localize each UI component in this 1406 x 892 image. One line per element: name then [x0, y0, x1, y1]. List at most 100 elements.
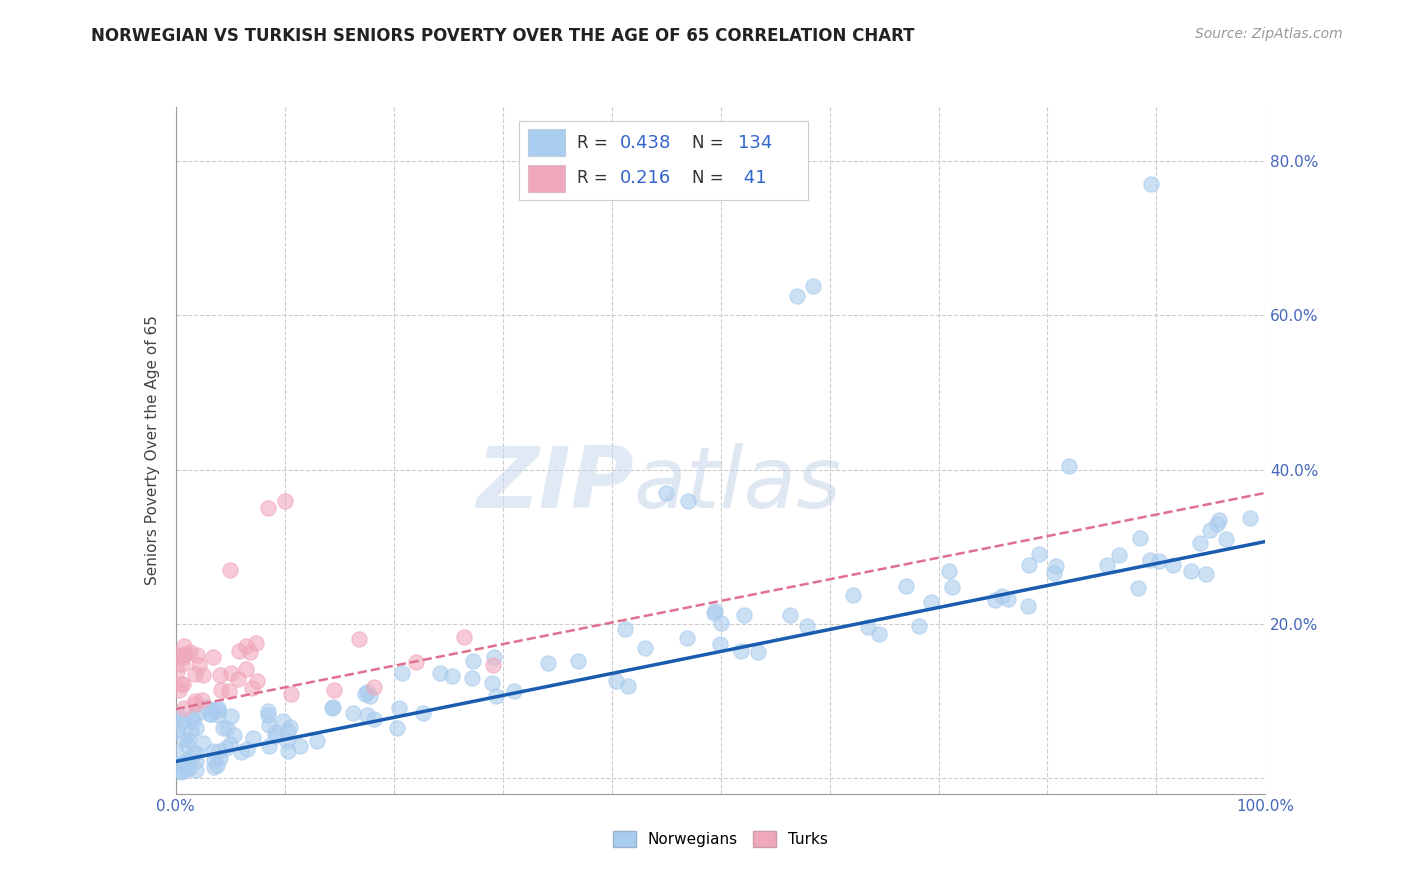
- Point: [179, 645, 201, 659]
- Point: [1239, 510, 1261, 524]
- Point: [453, 630, 475, 644]
- Point: [246, 673, 269, 688]
- Point: [1147, 554, 1170, 568]
- Point: [186, 648, 208, 663]
- Point: [502, 684, 524, 698]
- Point: [167, 648, 190, 662]
- Point: [172, 677, 194, 691]
- Point: [186, 755, 208, 769]
- Point: [461, 654, 484, 668]
- Point: [226, 673, 249, 687]
- Bar: [527, 165, 565, 192]
- Point: [219, 563, 242, 577]
- Point: [709, 637, 731, 651]
- Point: [184, 694, 207, 708]
- Point: [733, 608, 755, 623]
- Point: [176, 755, 198, 769]
- Point: [166, 757, 188, 772]
- Point: [1180, 565, 1202, 579]
- Point: [184, 747, 207, 761]
- Point: [391, 665, 413, 680]
- Point: [786, 289, 808, 303]
- Point: [218, 684, 240, 698]
- Point: [166, 664, 188, 678]
- Point: [481, 676, 503, 690]
- Legend: Norwegians, Turks: Norwegians, Turks: [605, 823, 837, 855]
- Point: [271, 714, 294, 728]
- Text: atlas: atlas: [633, 443, 841, 526]
- Point: [231, 745, 253, 759]
- Point: [747, 644, 769, 658]
- Point: [195, 700, 218, 714]
- Point: [180, 723, 202, 738]
- Point: [202, 759, 225, 773]
- Point: [184, 763, 207, 777]
- Point: [1043, 566, 1066, 581]
- Point: [1108, 549, 1130, 563]
- Point: [222, 728, 245, 742]
- Point: [1195, 567, 1218, 582]
- Point: [280, 687, 302, 701]
- Point: [184, 721, 207, 735]
- Point: [188, 658, 211, 673]
- Point: [173, 700, 195, 714]
- Point: [184, 697, 207, 711]
- Point: [209, 668, 232, 682]
- Point: [356, 708, 378, 723]
- Point: [239, 645, 262, 659]
- Point: [169, 716, 191, 731]
- Point: [207, 708, 229, 723]
- Point: [184, 666, 207, 681]
- Point: [868, 627, 890, 641]
- Point: [207, 701, 229, 715]
- Point: [215, 740, 238, 755]
- Point: [198, 707, 221, 722]
- Point: [984, 593, 1007, 607]
- Point: [176, 738, 198, 752]
- Text: NORWEGIAN VS TURKISH SENIORS POVERTY OVER THE AGE OF 65 CORRELATION CHART: NORWEGIAN VS TURKISH SENIORS POVERTY OVE…: [91, 27, 915, 45]
- Point: [796, 619, 818, 633]
- Point: [356, 684, 378, 698]
- Point: [703, 603, 725, 617]
- Point: [605, 674, 627, 689]
- Point: [209, 682, 232, 697]
- Point: [176, 753, 198, 767]
- Point: [710, 616, 733, 631]
- Point: [264, 729, 287, 743]
- Point: [207, 703, 229, 717]
- Point: [347, 632, 370, 646]
- Point: [941, 580, 963, 594]
- Point: [174, 756, 197, 770]
- Point: [1199, 523, 1222, 537]
- Point: [703, 606, 725, 620]
- Point: [236, 742, 259, 756]
- Point: [278, 720, 301, 734]
- Point: [617, 679, 640, 693]
- Point: [359, 689, 381, 703]
- Point: [991, 590, 1014, 604]
- Point: [193, 736, 215, 750]
- Point: [257, 708, 280, 723]
- Point: [202, 753, 225, 767]
- Point: [634, 641, 657, 656]
- Point: [290, 739, 312, 754]
- Point: [170, 714, 193, 729]
- Point: [342, 706, 364, 720]
- Point: [482, 650, 505, 665]
- Point: [460, 671, 482, 685]
- Point: [257, 739, 280, 753]
- Point: [354, 687, 377, 701]
- Point: [186, 707, 208, 722]
- Point: [193, 668, 215, 682]
- Point: [1139, 553, 1161, 567]
- Text: R =: R =: [576, 134, 613, 152]
- Point: [1208, 513, 1230, 527]
- Point: [240, 681, 263, 695]
- Point: [907, 619, 929, 633]
- Point: [1189, 536, 1212, 550]
- Point: [1018, 558, 1040, 572]
- Point: [321, 701, 343, 715]
- Point: [779, 607, 801, 622]
- Point: [1045, 559, 1067, 574]
- Point: [173, 732, 195, 747]
